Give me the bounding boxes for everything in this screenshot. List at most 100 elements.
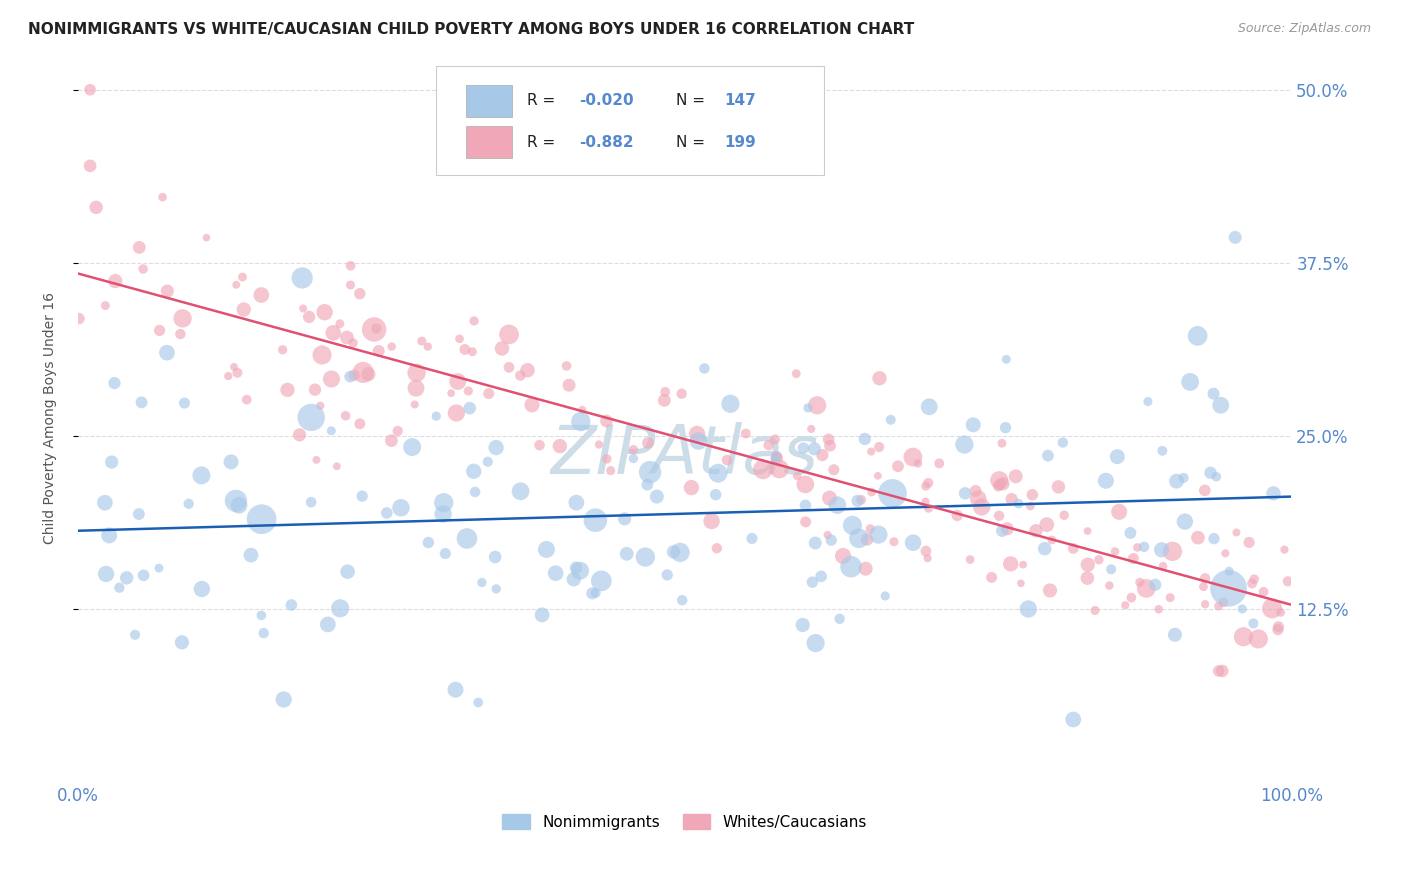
Point xyxy=(800,422,823,436)
Text: -0.882: -0.882 xyxy=(579,135,634,150)
Point xyxy=(104,274,127,288)
Point xyxy=(991,524,1014,538)
Point xyxy=(467,696,489,710)
Point xyxy=(1084,603,1107,617)
Point xyxy=(1062,713,1084,727)
Point xyxy=(880,413,903,427)
Point xyxy=(794,515,817,529)
Point xyxy=(654,384,676,399)
Point xyxy=(387,424,409,438)
Point xyxy=(1263,486,1285,500)
Point xyxy=(832,549,855,563)
Point xyxy=(329,317,352,331)
Point xyxy=(152,190,174,204)
Point xyxy=(304,383,326,397)
Point xyxy=(250,608,273,623)
Point xyxy=(228,498,250,512)
Point xyxy=(988,508,1011,523)
Point xyxy=(1122,551,1144,566)
Point xyxy=(225,277,247,292)
Point xyxy=(1025,524,1047,538)
Point xyxy=(1270,606,1292,620)
Point xyxy=(562,572,585,586)
Point xyxy=(792,618,814,632)
Point xyxy=(405,381,427,395)
Point xyxy=(1126,541,1149,555)
Point xyxy=(1218,581,1240,595)
Point xyxy=(253,626,276,640)
Point xyxy=(250,512,273,526)
Point xyxy=(1253,584,1275,599)
Point xyxy=(917,475,939,490)
Point xyxy=(531,607,554,622)
Point xyxy=(585,586,607,600)
Point xyxy=(177,497,200,511)
Point xyxy=(454,343,477,357)
Point xyxy=(907,456,929,470)
Point xyxy=(416,340,439,354)
Point xyxy=(457,384,479,398)
Point xyxy=(636,477,658,491)
Text: -0.020: -0.020 xyxy=(579,94,634,109)
Point xyxy=(195,230,218,244)
Point xyxy=(1036,517,1059,532)
Point xyxy=(657,567,679,582)
Point xyxy=(170,635,193,649)
Point xyxy=(299,410,322,425)
Point xyxy=(173,396,195,410)
Point xyxy=(1202,386,1225,401)
Point xyxy=(994,420,1017,434)
Point xyxy=(797,401,820,415)
Point xyxy=(485,582,508,596)
Point xyxy=(868,527,890,541)
Point xyxy=(794,499,817,513)
Point xyxy=(1017,602,1039,616)
Point xyxy=(484,549,506,564)
Point xyxy=(444,682,467,697)
Point xyxy=(544,566,567,581)
Point xyxy=(548,439,571,453)
Point xyxy=(1209,398,1232,412)
Point xyxy=(240,548,263,562)
Point xyxy=(953,437,976,451)
Point xyxy=(806,398,828,412)
Point xyxy=(946,508,969,523)
Point xyxy=(1007,497,1029,511)
Point xyxy=(485,441,508,455)
Point xyxy=(583,513,606,527)
Point xyxy=(381,340,404,354)
Text: R =: R = xyxy=(527,135,560,150)
Point xyxy=(314,305,336,319)
Point xyxy=(1076,571,1098,585)
Point xyxy=(335,409,357,423)
Point xyxy=(477,455,499,469)
Point xyxy=(1098,578,1121,592)
Point xyxy=(1012,558,1035,572)
Point xyxy=(763,433,786,447)
Point xyxy=(758,438,780,452)
Point xyxy=(768,462,790,476)
Point xyxy=(231,270,253,285)
Point xyxy=(250,288,273,302)
Text: R =: R = xyxy=(527,94,560,109)
Point xyxy=(471,575,494,590)
Point xyxy=(818,439,841,453)
Point xyxy=(366,321,388,335)
Point xyxy=(752,462,775,476)
Point xyxy=(405,366,427,380)
Point xyxy=(901,450,924,464)
Point xyxy=(520,398,543,412)
Point xyxy=(823,463,845,477)
Point xyxy=(1150,542,1173,557)
Point xyxy=(839,559,862,574)
Point xyxy=(148,561,170,575)
Point xyxy=(1267,620,1289,634)
Text: 199: 199 xyxy=(724,135,756,150)
Point xyxy=(456,532,478,546)
Point xyxy=(766,451,789,466)
Point xyxy=(915,544,938,558)
Point xyxy=(156,284,179,298)
Point xyxy=(980,570,1002,584)
Point xyxy=(103,376,125,390)
Point xyxy=(599,464,621,478)
